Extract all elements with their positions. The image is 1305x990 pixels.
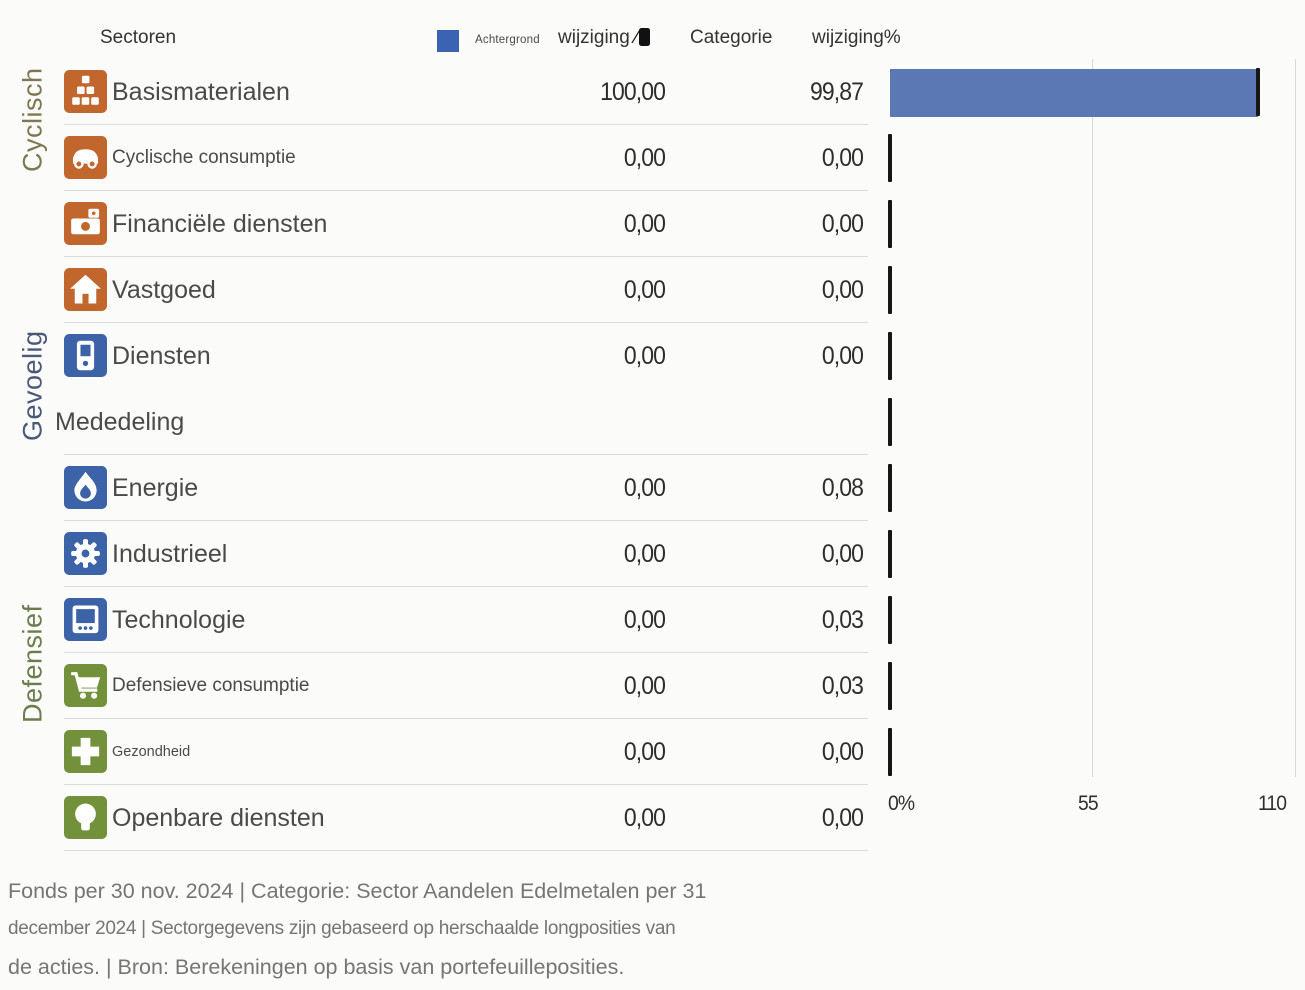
category-column-header-2: wijziging% — [812, 27, 901, 48]
category-tick — [888, 728, 892, 776]
fund-value: 0,00 — [623, 341, 666, 370]
category-value: 0,08 — [821, 473, 864, 502]
fund-value: 0,00 — [623, 209, 666, 238]
fund-column-header: wijziging ⁄ — [558, 27, 651, 49]
flame-icon — [64, 466, 107, 509]
x-axis-label-55: 55 — [1078, 792, 1099, 815]
fund-value: 0,00 — [623, 473, 666, 502]
category-value: 99,87 — [810, 77, 864, 106]
cart-icon — [64, 664, 107, 707]
fund-value: 0,00 — [623, 737, 666, 766]
sector-label: Cyclische consumptie — [112, 147, 296, 168]
category-value: 0,00 — [821, 539, 864, 568]
fund-column-header-text: wijziging — [558, 27, 630, 48]
bulb-icon — [64, 796, 107, 839]
sector-row: Vastgoed 0,00 0,00 — [0, 257, 1305, 323]
footer-line-1: Fonds per 30 nov. 2024 | Categorie: Sect… — [8, 879, 707, 903]
fund-value: 0,00 — [623, 275, 666, 304]
money-icon — [64, 202, 107, 245]
row-separator — [64, 652, 868, 653]
category-tick — [888, 266, 892, 314]
corrupted-percent-glyph: ⁄ — [635, 27, 639, 48]
gridline-55 — [1092, 59, 1093, 777]
fund-value: 0,00 — [623, 803, 666, 832]
monitor-icon — [64, 598, 107, 641]
category-value: 0,03 — [821, 605, 864, 634]
category-tick — [888, 530, 892, 578]
house-icon — [64, 268, 107, 311]
category-tick — [1255, 68, 1260, 116]
car-icon — [64, 136, 107, 179]
fund-value: 0,00 — [623, 605, 666, 634]
category-tick — [888, 662, 893, 710]
table-title: Sectoren — [100, 27, 177, 48]
sector-row: Diensten 0,00 0,00 — [0, 323, 1305, 389]
category-tick — [888, 398, 892, 446]
row-separator — [64, 124, 868, 125]
row-separator — [64, 850, 868, 851]
row-separator — [64, 520, 868, 521]
sector-label: Financiële diensten — [112, 209, 328, 238]
sector-label: Mededeling — [55, 407, 185, 436]
sector-row: Openbare diensten 0,00 0,00 — [0, 785, 1305, 851]
category-value: 0,00 — [821, 209, 864, 238]
org-blocks-icon — [64, 70, 107, 113]
sector-row: Industrieel 0,00 0,00 — [0, 521, 1305, 587]
sector-label: Openbare diensten — [112, 803, 325, 832]
gear-icon — [64, 532, 107, 575]
fund-value: 0,00 — [623, 671, 666, 700]
row-separator — [64, 784, 868, 785]
x-axis-label-0: 0% — [888, 792, 915, 815]
category-value: 0,00 — [821, 803, 864, 832]
category-tick — [888, 332, 892, 380]
x-axis-label-110: 110 — [1258, 792, 1287, 815]
row-separator — [64, 586, 868, 587]
sector-row: Basismaterialen 100,00 99,87 — [0, 59, 1305, 125]
sector-label: Technologie — [112, 605, 246, 634]
category-column-header: Categorie — [690, 27, 773, 48]
category-tick — [888, 200, 892, 248]
footer-line-2: december 2024 | Sectorgegevens zijn geba… — [8, 918, 676, 939]
category-value: 0,00 — [821, 143, 864, 172]
corrupted-percent-box-icon — [639, 28, 651, 46]
sector-label: Defensieve consumptie — [112, 675, 310, 696]
footer-line-3: de acties. | Bron: Berekeningen op basis… — [8, 955, 625, 979]
row-separator — [64, 454, 868, 455]
sector-label: Vastgoed — [112, 275, 216, 304]
cross-icon — [64, 730, 107, 773]
sector-row: Mededeling — [0, 389, 1305, 455]
sector-label: Industrieel — [112, 539, 228, 568]
row-separator — [64, 322, 868, 323]
sector-label: Basismaterialen — [112, 77, 290, 106]
sector-label: Gezondheid — [112, 744, 191, 760]
sector-row: Defensieve consumptie 0,00 0,03 — [0, 653, 1305, 719]
sector-row: Technologie 0,00 0,03 — [0, 587, 1305, 653]
legend-swatch-icon — [437, 30, 459, 52]
row-separator — [64, 190, 868, 191]
category-tick — [888, 596, 893, 644]
sector-row: Cyclische consumptie 0,00 0,00 — [0, 125, 1305, 191]
sector-label: Diensten — [112, 341, 211, 370]
sector-label: Energie — [112, 473, 199, 502]
fund-bar — [890, 69, 1259, 117]
category-value: 0,00 — [821, 737, 864, 766]
sector-row: Financiële diensten 0,00 0,00 — [0, 191, 1305, 257]
fund-value: 100,00 — [600, 77, 666, 106]
category-value: 0,03 — [821, 671, 864, 700]
sector-row: Energie 0,00 0,08 — [0, 455, 1305, 521]
category-tick — [888, 134, 892, 182]
category-tick — [888, 464, 893, 512]
fund-value: 0,00 — [623, 143, 666, 172]
category-value: 0,00 — [821, 275, 864, 304]
fund-value: 0,00 — [623, 539, 666, 568]
row-separator — [64, 256, 868, 257]
row-separator — [64, 718, 868, 719]
category-value: 0,00 — [821, 341, 864, 370]
gridline-110 — [1295, 59, 1296, 777]
sector-row: Gezondheid 0,00 0,00 — [0, 719, 1305, 785]
legend-label: Achtergrond — [475, 34, 540, 46]
phone-icon — [64, 334, 107, 377]
